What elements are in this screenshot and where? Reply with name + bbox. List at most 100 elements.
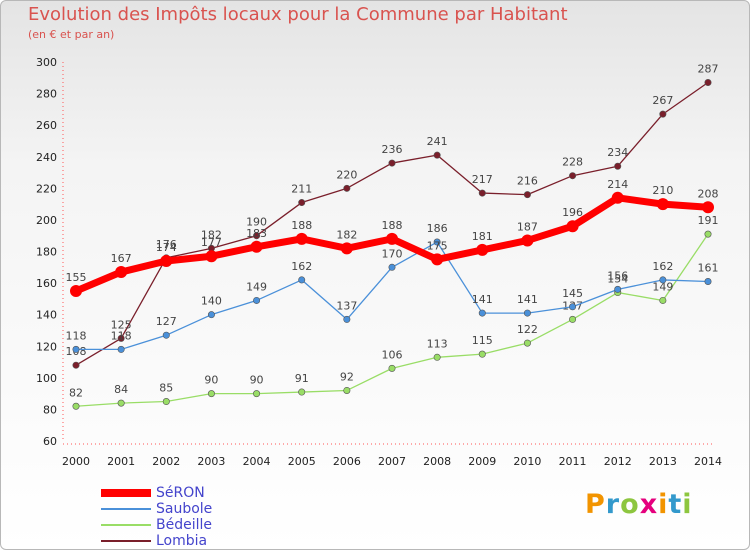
data-label: 149 (246, 280, 267, 293)
y-tick-label: 220 (36, 182, 57, 195)
data-label: 84 (114, 383, 128, 396)
data-point (523, 309, 531, 317)
x-tick-label: 2011 (559, 455, 587, 468)
x-tick-label: 2008 (423, 455, 451, 468)
data-label: 91 (295, 372, 309, 385)
data-label: 90 (250, 374, 264, 387)
data-label: 82 (69, 386, 83, 399)
x-tick-label: 2006 (333, 455, 361, 468)
data-point (250, 240, 263, 253)
x-tick-label: 2007 (378, 455, 406, 468)
data-label: 234 (607, 146, 628, 159)
data-label: 85 (159, 382, 173, 395)
data-point (343, 184, 351, 192)
legend-swatch (101, 489, 151, 497)
data-point (343, 386, 351, 394)
data-label: 155 (66, 271, 87, 284)
data-label: 154 (607, 273, 628, 286)
proxiti-logo: Proxiti (585, 489, 693, 520)
data-label: 208 (698, 187, 719, 200)
data-label: 145 (562, 287, 583, 300)
y-tick-label: 160 (36, 277, 57, 290)
data-point (388, 263, 396, 271)
data-label: 122 (517, 323, 538, 336)
data-label: 141 (472, 293, 493, 306)
data-point (523, 191, 531, 199)
data-point (523, 339, 531, 347)
x-tick-label: 2004 (243, 455, 271, 468)
data-label: 187 (517, 220, 538, 233)
data-point (207, 390, 215, 398)
data-label: 118 (66, 329, 87, 342)
legend-label: SéRON (156, 485, 205, 501)
legend-label: Bédeille (156, 517, 212, 533)
data-point (298, 199, 306, 207)
data-label: 176 (156, 238, 177, 251)
data-point (162, 331, 170, 339)
y-tick-label: 80 (43, 403, 57, 416)
data-point (117, 334, 125, 342)
data-point (160, 254, 173, 267)
data-label: 125 (111, 318, 132, 331)
legend-swatch (101, 524, 151, 526)
y-tick-label: 280 (36, 88, 57, 101)
data-point (343, 315, 351, 323)
data-point (388, 364, 396, 372)
data-label: 228 (562, 156, 583, 169)
data-point (72, 345, 80, 353)
data-label: 214 (607, 178, 628, 191)
data-point (569, 303, 577, 311)
data-point (702, 201, 714, 214)
y-tick-label: 100 (36, 372, 57, 385)
data-point (205, 250, 218, 263)
data-label: 170 (382, 247, 403, 260)
y-tick-label: 300 (36, 56, 57, 69)
data-point (656, 198, 669, 211)
data-label: 177 (201, 236, 222, 249)
data-point (659, 276, 667, 284)
data-label: 141 (517, 293, 538, 306)
data-point (659, 110, 667, 118)
x-tick-label: 2012 (604, 455, 632, 468)
data-label: 113 (427, 337, 448, 350)
data-label: 186 (427, 222, 448, 235)
data-point (298, 276, 306, 284)
data-label: 167 (111, 252, 132, 265)
data-point (162, 398, 170, 406)
data-label: 162 (291, 260, 312, 273)
data-label: 162 (652, 260, 673, 273)
data-point (117, 345, 125, 353)
data-label: 267 (652, 94, 673, 107)
data-point (431, 253, 444, 266)
y-tick-label: 240 (36, 151, 57, 164)
chart-subtitle: (en € et par an) (28, 28, 115, 41)
data-point (117, 399, 125, 407)
data-point (476, 243, 489, 256)
legend-swatch (101, 540, 151, 542)
data-label: 287 (698, 63, 719, 76)
y-tick-label: 140 (36, 309, 57, 322)
data-label: 140 (201, 295, 222, 308)
data-point (295, 232, 308, 245)
x-tick-label: 2009 (468, 455, 496, 468)
data-point (253, 232, 261, 240)
data-point (478, 350, 486, 358)
legend-item: SéRON (101, 485, 212, 501)
data-label: 175 (427, 239, 448, 252)
data-point (70, 284, 82, 297)
data-point (569, 172, 577, 180)
data-point (253, 390, 261, 398)
data-label: 127 (156, 315, 177, 328)
y-tick-label: 60 (43, 435, 57, 448)
y-tick-label: 200 (36, 214, 57, 227)
data-label: 118 (111, 329, 132, 342)
legend-label: Lombia (156, 533, 208, 549)
data-label: 211 (291, 183, 312, 196)
y-tick-label: 120 (36, 340, 57, 353)
data-label: 90 (204, 374, 218, 387)
data-point (433, 238, 441, 246)
legend-swatch (101, 508, 151, 510)
data-point (72, 402, 80, 410)
